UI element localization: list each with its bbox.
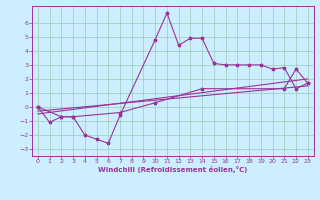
- X-axis label: Windchill (Refroidissement éolien,°C): Windchill (Refroidissement éolien,°C): [98, 166, 247, 173]
